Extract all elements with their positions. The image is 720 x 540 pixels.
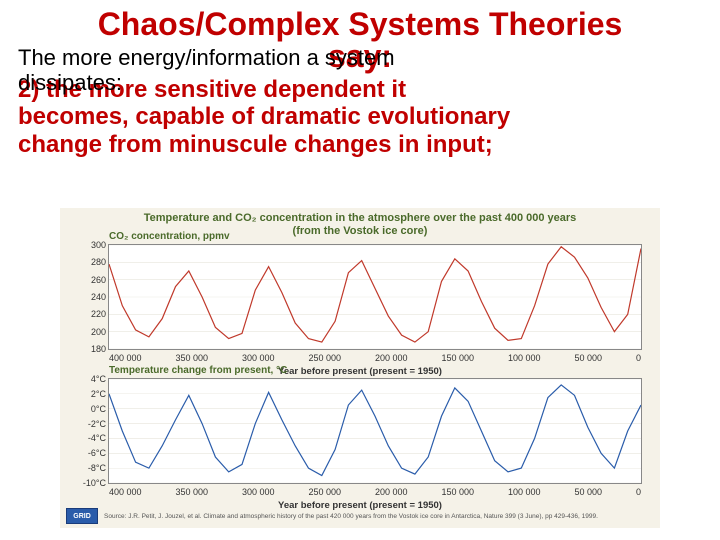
co2-series bbox=[109, 245, 641, 349]
vostok-chart: Temperature and CO₂ concentration in the… bbox=[60, 208, 660, 528]
xtick-label: 50 000 bbox=[575, 487, 603, 497]
xtick-label: 350 000 bbox=[176, 487, 209, 497]
point2-line3: change from minuscule changes in input; bbox=[18, 131, 702, 159]
xtick-label: 0 bbox=[636, 487, 641, 497]
ytick-label: 260 bbox=[91, 275, 106, 285]
xtick-label: 400 000 bbox=[109, 353, 142, 363]
title-line1: Chaos/Complex Systems Theories bbox=[98, 6, 623, 42]
chart-source: Source: J.R. Petit, J. Jouzel, et al. Cl… bbox=[104, 513, 598, 520]
subtitle-line1: The more energy/information a system bbox=[18, 45, 702, 70]
ytick-label: 4°C bbox=[91, 374, 106, 384]
xtick-label: 200 000 bbox=[375, 353, 408, 363]
point2-line2: becomes, capable of dramatic evolutionar… bbox=[18, 103, 702, 131]
xtick-label: 350 000 bbox=[176, 353, 209, 363]
xtick-label: 300 000 bbox=[242, 353, 275, 363]
ytick-label: 280 bbox=[91, 257, 106, 267]
temp-xlabels: 400 000 350 000 300 000 250 000 200 000 150 0… bbox=[109, 487, 641, 497]
co2-panel: CO₂ concentration, ppmv 3002802602402202… bbox=[108, 244, 642, 350]
temp-panel: Temperature change from present, °C 4°C2… bbox=[108, 378, 642, 484]
xtick-label: 200 000 bbox=[375, 487, 408, 497]
ytick-label: -8°C bbox=[88, 463, 106, 473]
temp-series bbox=[109, 379, 641, 483]
co2-xlabels: 400 000 350 000 300 000 250 000 200 000 150 0… bbox=[109, 353, 641, 363]
xtick-label: 400 000 bbox=[109, 487, 142, 497]
xtick-label: 100 000 bbox=[508, 353, 541, 363]
xtick-label: 150 000 bbox=[442, 487, 475, 497]
ytick-label: -10°C bbox=[83, 478, 106, 488]
xtick-label: 250 000 bbox=[309, 353, 342, 363]
ytick-label: -4°C bbox=[88, 433, 106, 443]
ytick-label: 220 bbox=[91, 309, 106, 319]
ytick-label: 300 bbox=[91, 240, 106, 250]
xtick-label: 150 000 bbox=[442, 353, 475, 363]
xtick-label: 50 000 bbox=[575, 353, 603, 363]
unep-logo-icon: GRID bbox=[66, 508, 98, 524]
xtick-label: 250 000 bbox=[309, 487, 342, 497]
ytick-label: -6°C bbox=[88, 448, 106, 458]
xtick-label: 100 000 bbox=[508, 487, 541, 497]
subtitle-block: The more energy/information a system dis… bbox=[0, 45, 720, 96]
temp-panel-title: Temperature change from present, °C bbox=[109, 365, 287, 376]
subtitle-line2: dissipates: bbox=[18, 70, 702, 95]
xtick-label: 0 bbox=[636, 353, 641, 363]
chart-footer: GRID Source: J.R. Petit, J. Jouzel, et a… bbox=[66, 508, 598, 524]
ytick-label: 2°C bbox=[91, 389, 106, 399]
ytick-label: 180 bbox=[91, 344, 106, 354]
xtick-label: 300 000 bbox=[242, 487, 275, 497]
ytick-label: 0°C bbox=[91, 404, 106, 414]
ytick-label: 200 bbox=[91, 327, 106, 337]
chart-title-l1: Temperature and CO₂ concentration in the… bbox=[60, 212, 660, 225]
ytick-label: 240 bbox=[91, 292, 106, 302]
ytick-label: -2°C bbox=[88, 419, 106, 429]
co2-panel-title: CO₂ concentration, ppmv bbox=[109, 231, 230, 242]
